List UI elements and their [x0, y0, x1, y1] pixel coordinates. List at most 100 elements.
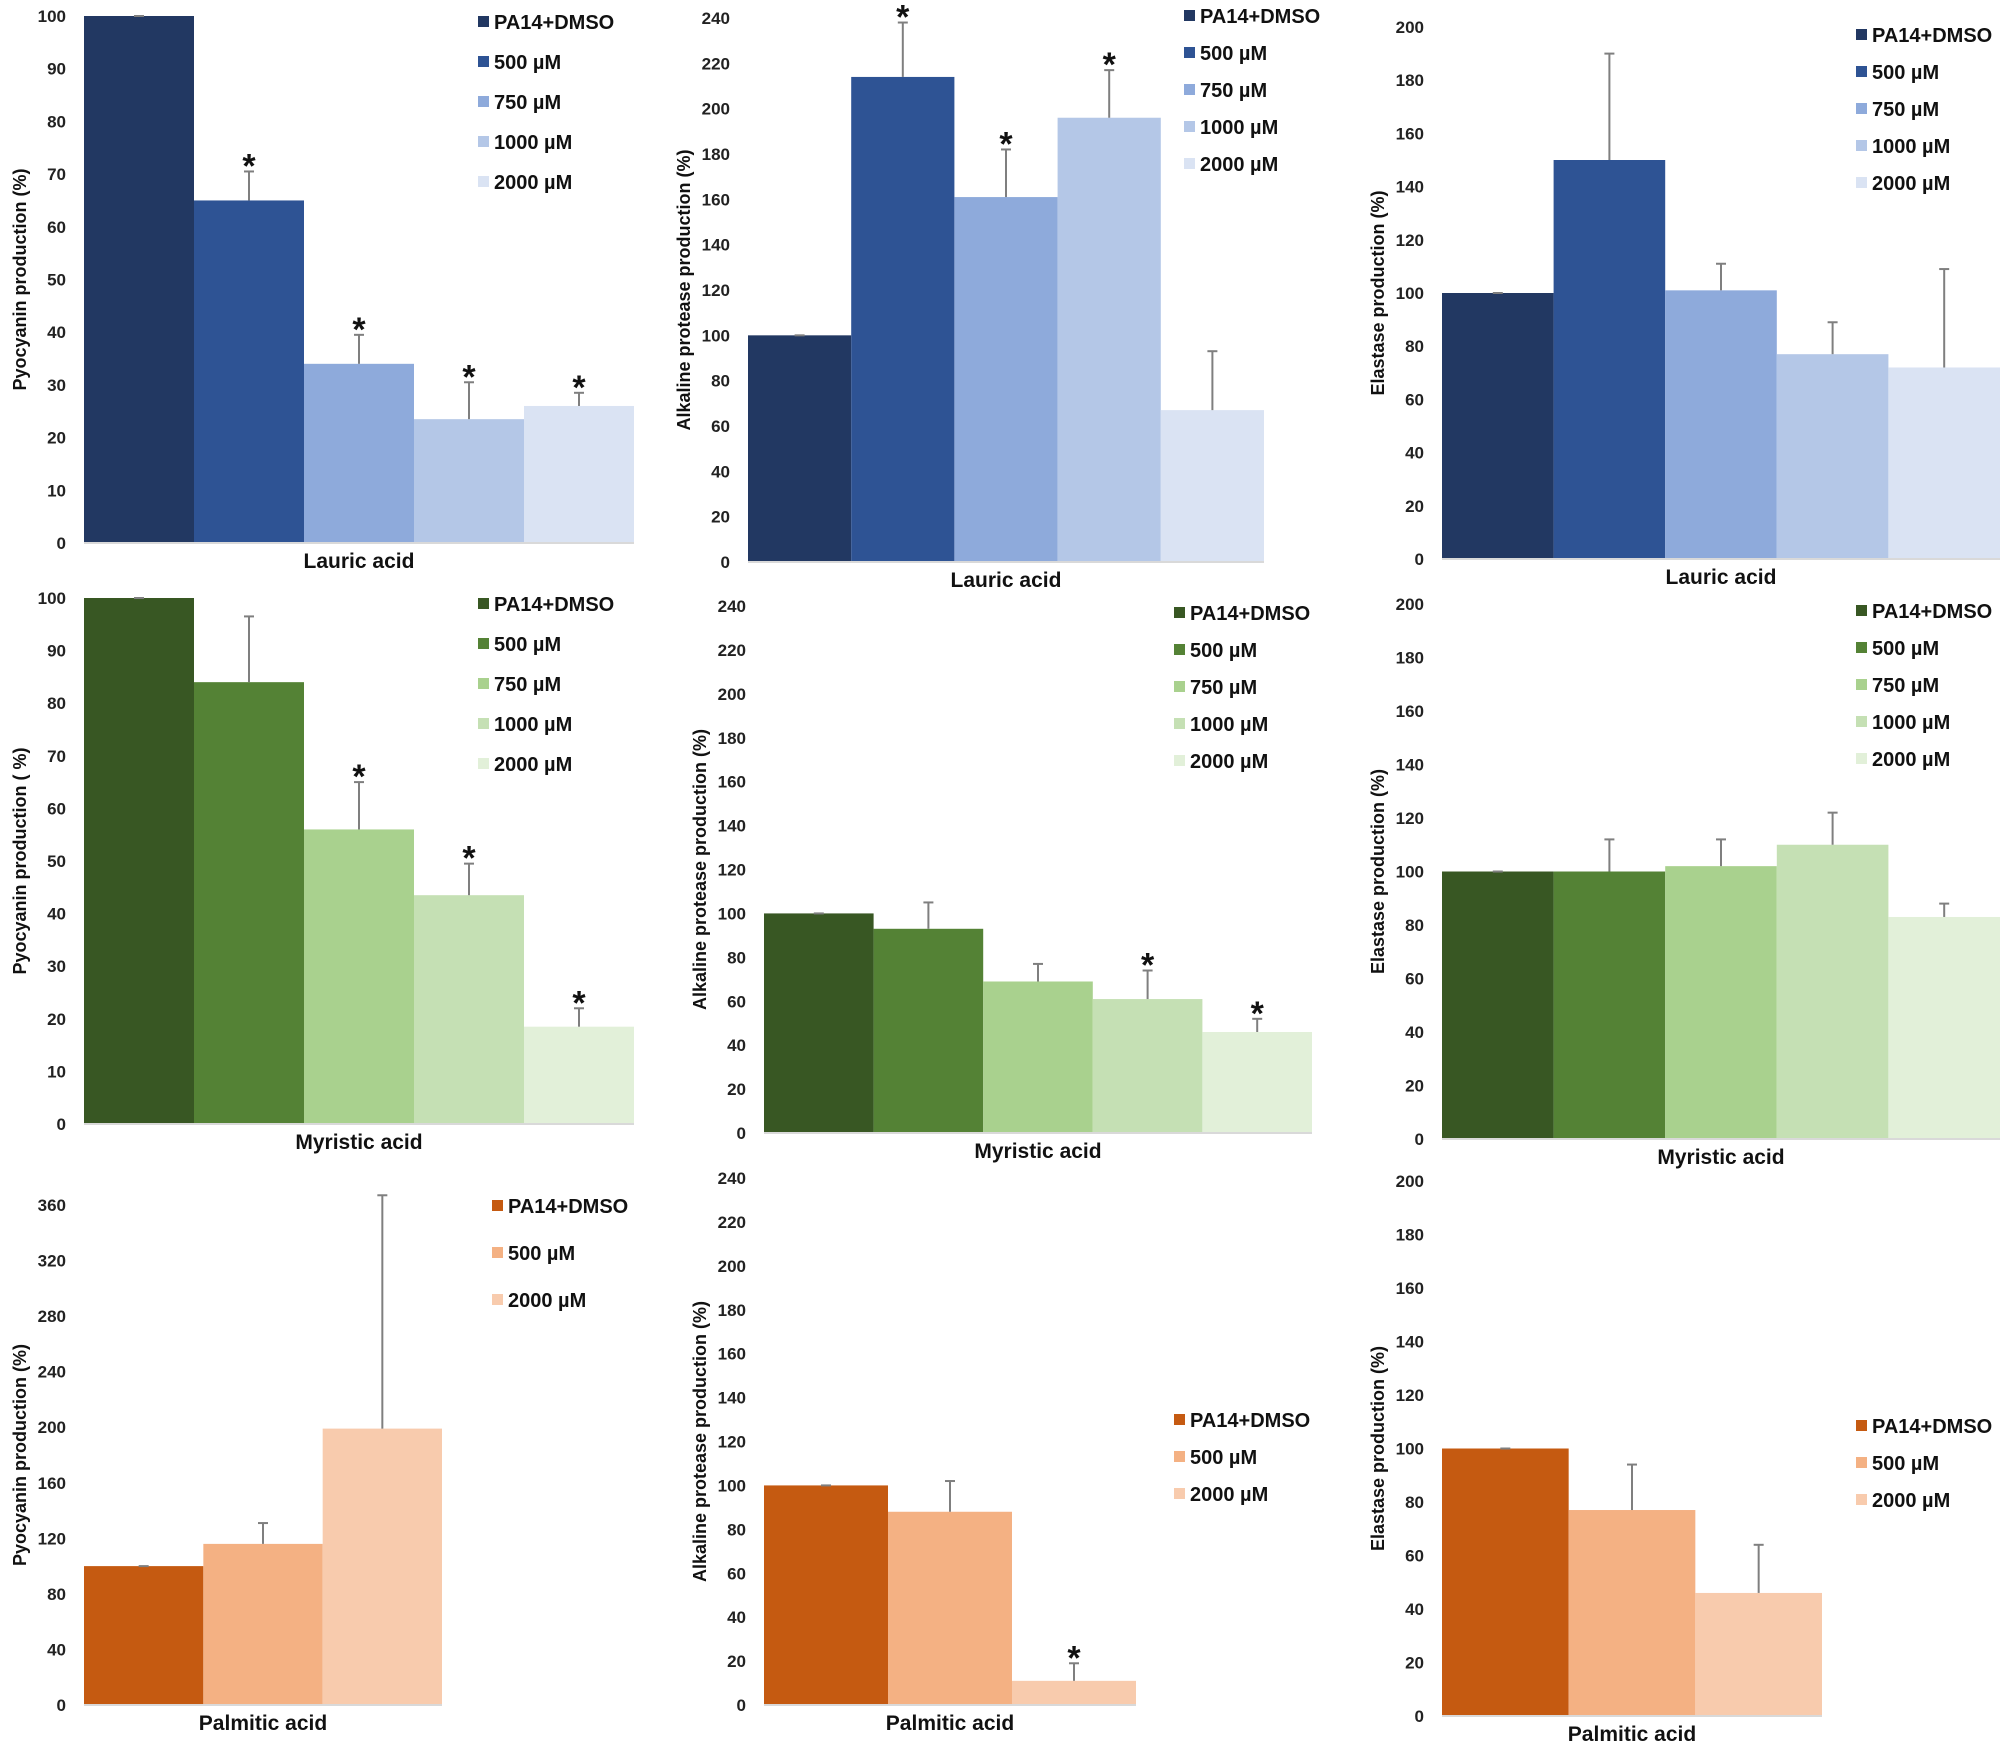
y-tick-label: 140 [1396, 1333, 1424, 1352]
y-tick-label: 0 [57, 1696, 66, 1715]
y-tick-label: 200 [1396, 18, 1424, 37]
bar-2000-m [322, 1428, 442, 1705]
x-axis-label: Palmitic acid [886, 1712, 1014, 1735]
y-tick-label: 60 [47, 799, 66, 818]
legend-label: PA14+DMSO [1872, 601, 1992, 623]
legend-label: PA14+DMSO [1190, 603, 1310, 625]
bar-750-m [304, 363, 414, 543]
y-tick-label: 100 [718, 904, 746, 923]
y-tick-label: 140 [1396, 756, 1424, 775]
significance-asterisk: * [462, 358, 476, 396]
bar-750-m [304, 829, 414, 1124]
legend-label: 2000 µM [494, 754, 572, 776]
legend-swatch [478, 638, 489, 649]
legend-swatch [1184, 121, 1195, 132]
x-axis-label: Lauric acid [1666, 566, 1777, 589]
significance-asterisk: * [572, 984, 586, 1022]
y-tick-label: 20 [47, 1010, 66, 1029]
significance-asterisk: * [572, 369, 586, 407]
chart-panel-1: 0 10 20 30 40 50 60 70 80 90 100 * * * * Lauric acid Pyo… [10, 7, 634, 573]
legend-swatch [1184, 10, 1195, 21]
legend-swatch [1184, 47, 1195, 58]
chart-panel-6: 0 20 40 60 80 100 120 140 160 180 200 Myristic acid… [1368, 595, 2000, 1169]
y-tick-label: 40 [711, 462, 730, 481]
legend-label: 500 µM [1872, 1453, 1939, 1475]
legend-label: 1000 µM [1190, 714, 1268, 736]
y-tick-label: 140 [718, 817, 746, 836]
y-tick-label: 160 [1396, 124, 1424, 143]
legend-label: 750 µM [1872, 675, 1939, 697]
y-tick-label: 220 [718, 1213, 746, 1232]
legend-swatch [1856, 1457, 1867, 1468]
legend-label: 500 µM [494, 52, 561, 74]
legend-swatch [1856, 753, 1867, 764]
y-tick-label: 200 [38, 1418, 66, 1437]
bar-pa14-dmso [84, 1566, 204, 1705]
y-tick-label: 20 [1405, 497, 1424, 516]
y-tick-label: 0 [721, 553, 730, 572]
legend-swatch [1856, 1494, 1867, 1505]
y-tick-label: 180 [718, 1301, 746, 1320]
y-tick-label: 180 [1396, 71, 1424, 90]
y-axis-label: Alkaline protease production (%) [690, 1301, 710, 1582]
y-axis-label: Elastase production (%) [1368, 769, 1388, 974]
y-tick-label: 200 [718, 1257, 746, 1276]
y-tick-label: 30 [47, 957, 66, 976]
legend-label: 2000 µM [494, 172, 572, 194]
legend-label: PA14+DMSO [1872, 25, 1992, 47]
significance-asterisk: * [1067, 1639, 1081, 1677]
y-axis-label: Pyocyanin production (%) [10, 168, 30, 390]
significance-asterisk: * [352, 758, 366, 796]
legend-label: PA14+DMSO [508, 1196, 628, 1218]
x-axis-label: Myristic acid [974, 1140, 1101, 1163]
y-tick-label: 40 [727, 1036, 746, 1055]
bar-750-m [1665, 290, 1777, 559]
y-tick-label: 100 [38, 7, 66, 26]
legend-swatch [492, 1294, 503, 1305]
bar-1000-m [414, 419, 524, 543]
chart-panel-8: 0 20 40 60 80 100 120 140 160 180 200 220 240 * Palmit… [690, 1169, 1310, 1735]
bar-2000-m [1202, 1031, 1312, 1133]
y-axis-label: Pyocyanin production (%) [10, 1344, 30, 1566]
legend-label: PA14+DMSO [494, 12, 614, 34]
legend-swatch [492, 1200, 503, 1211]
bar-pa14-dmso [1442, 293, 1554, 559]
legend-label: 2000 µM [1872, 1490, 1950, 1512]
bar-500-m [194, 200, 304, 543]
y-tick-label: 80 [1405, 916, 1424, 935]
legend-swatch [1856, 66, 1867, 77]
y-tick-label: 60 [1405, 1547, 1424, 1566]
legend-label: 500 µM [508, 1243, 575, 1265]
legend-label: 750 µM [1200, 80, 1267, 102]
y-tick-label: 90 [47, 642, 66, 661]
y-tick-label: 140 [718, 1389, 746, 1408]
y-axis-label: Pyocyanin production ( %) [10, 747, 30, 974]
bar-1000-m [1776, 354, 1889, 559]
bar-2000-m [524, 1026, 634, 1124]
significance-asterisk: * [242, 147, 256, 185]
y-tick-label: 120 [702, 281, 730, 300]
y-tick-label: 100 [1396, 863, 1424, 882]
legend-label: 500 µM [1190, 640, 1257, 662]
y-tick-label: 20 [727, 1652, 746, 1671]
y-tick-label: 40 [1405, 1023, 1424, 1042]
y-tick-label: 80 [1405, 1493, 1424, 1512]
legend-swatch [1174, 755, 1185, 766]
legend-swatch [1856, 642, 1867, 653]
significance-asterisk: * [1141, 947, 1155, 985]
y-tick-label: 140 [702, 236, 730, 255]
y-tick-label: 280 [38, 1307, 66, 1326]
y-tick-label: 120 [718, 1433, 746, 1452]
significance-asterisk: * [1251, 995, 1265, 1033]
legend-swatch [1856, 1420, 1867, 1431]
legend-swatch [1174, 607, 1185, 618]
bar-1000-m [414, 895, 524, 1124]
legend-swatch [478, 718, 489, 729]
y-axis-label: Elastase production (%) [1368, 1346, 1388, 1551]
x-axis-label: Lauric acid [304, 550, 415, 573]
y-tick-label: 50 [47, 852, 66, 871]
bar-2000-m [1160, 410, 1264, 562]
y-tick-label: 0 [1415, 1130, 1424, 1149]
legend-label: 500 µM [1190, 1447, 1257, 1469]
